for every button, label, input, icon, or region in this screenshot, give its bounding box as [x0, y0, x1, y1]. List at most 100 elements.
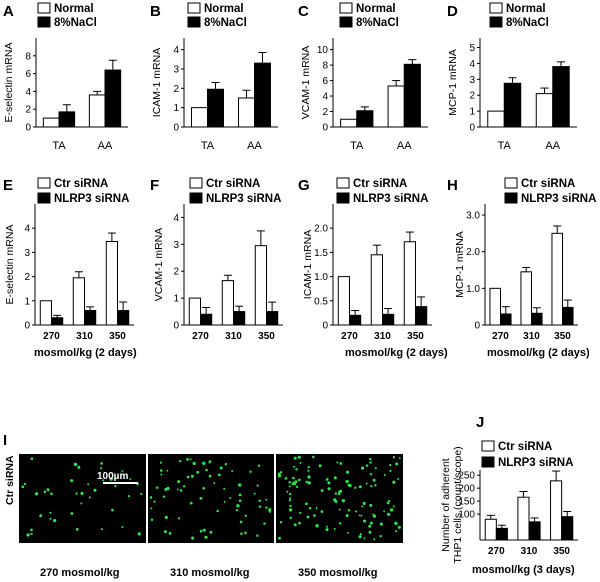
x-tick-label: 270	[492, 331, 509, 342]
cell-dot	[189, 458, 192, 461]
micrograph-cells	[21, 455, 401, 541]
cell-dot	[298, 478, 301, 482]
y-axis-label: VCAM-1 mRNA	[300, 46, 312, 120]
y-tick-label: 3	[173, 240, 179, 251]
cell-dot	[240, 532, 243, 535]
y-tick-label: 100	[458, 510, 475, 521]
legend-row1-c: Normal 8%NaCl	[339, 2, 399, 29]
cell-dot	[121, 470, 124, 472]
cell-dot	[288, 499, 291, 502]
x-tick-label: 350	[258, 331, 275, 342]
cell-dot	[34, 492, 39, 496]
cell-dot	[386, 501, 390, 505]
x-tick-label: TA	[498, 140, 512, 152]
cell-dot	[129, 478, 132, 480]
cell-dot	[372, 478, 376, 482]
cell-dot	[258, 499, 261, 503]
panel-label-h: H	[447, 177, 458, 194]
cell-dot	[168, 532, 172, 535]
cell-dot	[389, 463, 392, 467]
cell-dot	[80, 491, 84, 495]
cell-dot	[389, 469, 392, 472]
legend-row1-d: Normal 8%NaCl	[489, 2, 549, 29]
cell-dot	[383, 510, 386, 513]
cell-dot	[162, 495, 166, 498]
cell-dot	[179, 489, 183, 492]
cell-dot	[114, 485, 117, 488]
cell-dot	[369, 521, 373, 525]
cell-dot	[392, 480, 396, 484]
cell-dot	[292, 465, 296, 468]
y-tick-label: 1.5	[314, 248, 328, 259]
x-tick-label: 310	[225, 331, 242, 342]
cell-dot	[360, 514, 363, 517]
legend-row1-a: Normal 8%NaCl	[37, 2, 97, 29]
bar-nlrp3-sirna-270	[349, 314, 362, 326]
cell-dot	[361, 505, 364, 508]
cell-dot	[80, 502, 83, 505]
cell-dot	[176, 488, 179, 491]
bar-ctr-sirna-350	[550, 480, 563, 541]
cell-dot	[288, 492, 292, 496]
legend-label-ctr: Ctr siRNA	[54, 178, 108, 190]
cell-dot	[334, 492, 337, 495]
cell-dot	[279, 521, 283, 524]
y-tick-label: 4	[322, 92, 328, 103]
cell-dot	[293, 523, 297, 527]
cell-dot	[73, 462, 78, 467]
cell-dot	[190, 474, 194, 478]
cell-dot	[159, 461, 162, 464]
panel-label-g: G	[298, 177, 310, 194]
legend-swatch-ctr	[504, 177, 518, 189]
cell-dot	[30, 528, 33, 532]
panel-label-d: D	[447, 3, 458, 20]
legend-label-ctr: Ctr siRNA	[521, 178, 575, 190]
y-tick-label: 6	[322, 76, 328, 87]
col-label-310: 310 mosmol/kg	[170, 567, 249, 579]
x-tick-label: AA	[98, 140, 113, 152]
cell-dot	[288, 481, 291, 484]
y-axis-label: ICAM-1 mRNA	[151, 48, 163, 117]
cell-dot	[257, 464, 261, 467]
micrograph-ctr-350	[276, 454, 403, 543]
bar-nlrp3-sirna-310	[382, 313, 395, 326]
cell-dot	[21, 485, 25, 489]
legend-swatch-normal	[37, 2, 51, 14]
bar-ctr-sirna-310	[517, 496, 530, 541]
bar-nlrp3-sirna-310	[531, 312, 543, 326]
y-axis-label: MCP-1 mRNA	[454, 231, 466, 298]
cell-dot	[369, 457, 372, 461]
cell-dot	[346, 480, 349, 483]
cell-dot	[362, 501, 366, 505]
cell-dot	[295, 468, 298, 471]
y-tick-label: 0	[322, 321, 328, 332]
cell-dot	[202, 528, 206, 532]
cell-dot	[369, 503, 373, 507]
y-tick-label: 0	[173, 123, 179, 134]
bar-8-nacl-ta	[356, 110, 374, 128]
micrograph-ctr-270	[19, 454, 146, 543]
x-tick-label: 310	[523, 331, 540, 342]
bar-ctr-sirna-270	[39, 300, 52, 326]
cell-dot	[189, 501, 193, 505]
x-tick-label: 310	[76, 331, 93, 342]
legend-swatch-nacl	[187, 16, 201, 28]
panel-label-b: B	[150, 3, 161, 20]
legend-swatch-nlrp3	[336, 192, 350, 204]
cell-dot	[204, 535, 208, 539]
cell-dot	[150, 507, 153, 510]
cell-dot	[150, 518, 154, 522]
cell-dot	[365, 464, 369, 467]
chart-row1-3: 0 1 2 3 4 5 MCP-1 mRNA TA AA	[447, 38, 577, 152]
cell-dot	[345, 514, 349, 518]
cell-dot	[166, 486, 170, 491]
y-tick-label: 2	[469, 91, 475, 102]
cell-dot	[182, 485, 186, 488]
bar-8-nacl-ta	[207, 88, 224, 128]
legend-row2-h: Ctr siRNA NLRP3 siRNA	[504, 177, 596, 205]
y-tick-label: 1	[173, 103, 179, 114]
cell-dot	[50, 492, 53, 496]
cell-dot	[217, 473, 221, 477]
cell-dot	[238, 493, 242, 497]
cell-dot	[306, 515, 310, 519]
